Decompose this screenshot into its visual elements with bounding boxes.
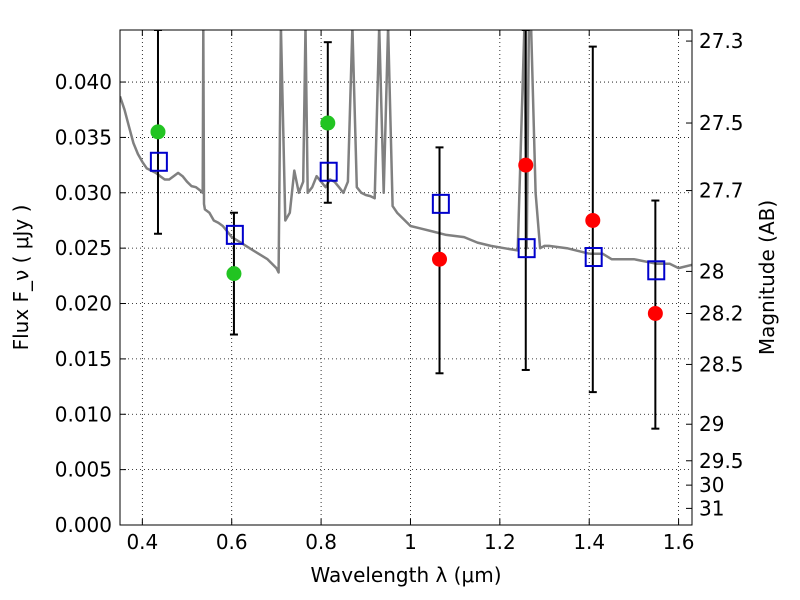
- data-point: [647, 305, 663, 321]
- model-flux-square: [319, 161, 338, 182]
- y-tick-label: 0.025: [55, 236, 112, 260]
- y-tick-label: 0.010: [55, 402, 112, 426]
- right-tick-label: 28.5: [699, 352, 744, 376]
- plot-frame: [119, 29, 693, 526]
- y-tick-label: 0.015: [55, 347, 112, 371]
- right-tick-label: 29: [699, 412, 724, 436]
- plot-area: [120, 30, 692, 430]
- model-flux-square: [225, 224, 244, 245]
- y-tick-label: 0.000: [55, 513, 112, 537]
- y-axis-label: Flux F_ν ( μJy ): [9, 205, 33, 351]
- y-tick-label: 0.020: [55, 292, 112, 316]
- x-tick-label: 1.2: [484, 530, 516, 554]
- model-flux-square: [431, 193, 450, 214]
- data-point: [585, 212, 601, 228]
- ticks: 0.4 0.6 0.8 1 1.2 1.4 1.6 0.000 0.005 0.010 0.015 0…: [55, 29, 744, 554]
- right-axis-label: Magnitude (AB): [755, 200, 779, 355]
- data-point: [320, 115, 336, 131]
- model-spectrum-line: [120, 30, 692, 274]
- x-tick-label: 1: [404, 530, 417, 554]
- right-tick-label: 28: [699, 259, 724, 283]
- right-tick-label: 27.7: [699, 179, 744, 203]
- right-tick-label: 27.5: [699, 111, 744, 135]
- model-flux-square: [647, 260, 666, 281]
- y-tick-label: 0.040: [55, 70, 112, 94]
- data-point: [226, 266, 242, 282]
- x-tick-label: 0.8: [305, 530, 337, 554]
- right-tick-label: 29.5: [699, 449, 744, 473]
- y-tick-label: 0.030: [55, 181, 112, 205]
- right-tick-label: 31: [699, 496, 724, 520]
- y-tick-label: 0.005: [55, 458, 112, 482]
- model-flux-square: [517, 238, 536, 259]
- x-axis-label: Wavelength λ (μm): [310, 563, 501, 587]
- y-tick-label: 0.035: [55, 125, 112, 149]
- data-point: [150, 124, 166, 140]
- grid: [120, 30, 692, 526]
- data-point: [432, 251, 448, 267]
- x-tick-label: 0.4: [126, 530, 158, 554]
- x-tick-label: 1.4: [573, 530, 605, 554]
- model-flux-square: [584, 247, 603, 268]
- x-tick-label: 0.6: [216, 530, 248, 554]
- x-tick-label: 1.6: [663, 530, 695, 554]
- model-flux-square: [149, 151, 168, 172]
- right-tick-label: 28.2: [699, 301, 744, 325]
- right-tick-label: 27.3: [699, 29, 744, 53]
- data-point: [518, 157, 534, 173]
- right-tick-label: 30: [699, 473, 724, 497]
